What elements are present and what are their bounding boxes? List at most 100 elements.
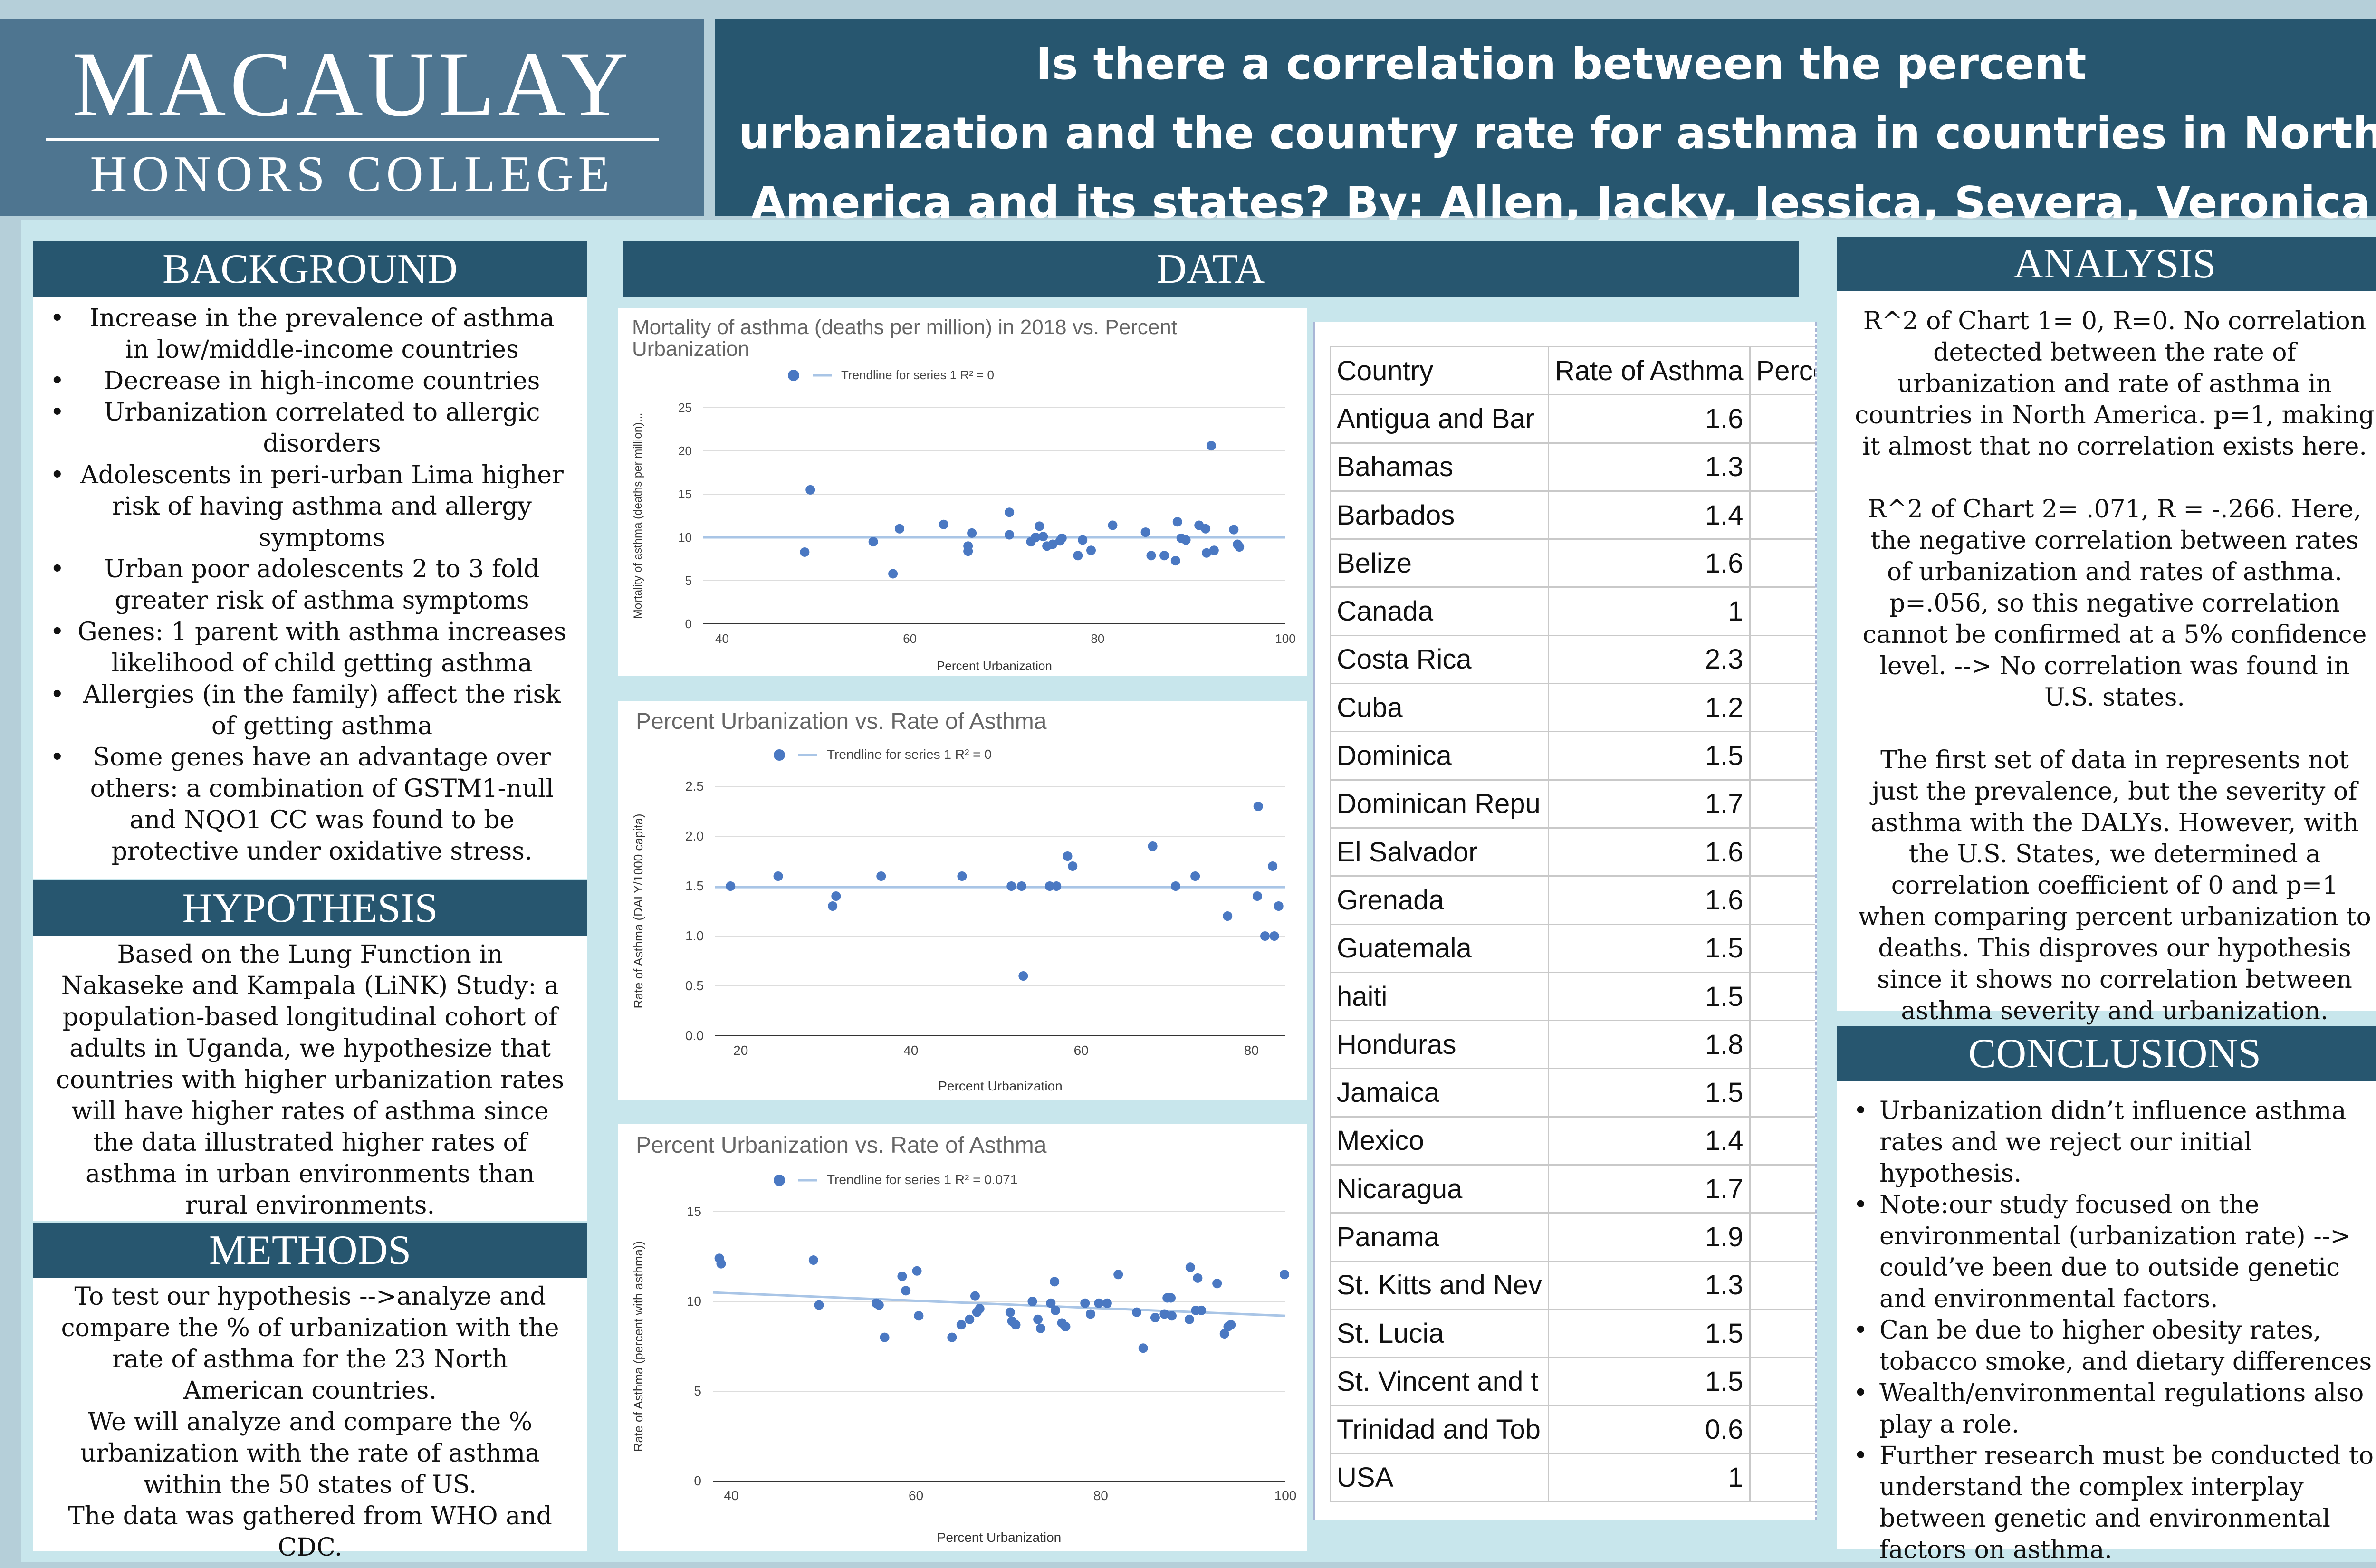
x-axis-title: Percent Urbanization — [938, 1079, 1062, 1093]
data-point — [1235, 542, 1245, 552]
data-point — [1113, 1270, 1123, 1280]
cell-country: Dominican Repu — [1330, 779, 1549, 829]
cell-country: Belize — [1330, 538, 1549, 588]
cell-asthma-rate: 1.5 — [1547, 1308, 1751, 1358]
data-point — [1086, 545, 1096, 555]
cell-country: Panama — [1330, 1212, 1549, 1262]
table-row: Canada181.6 — [1330, 586, 1815, 636]
data-point — [912, 1266, 922, 1276]
x-tick-label: 80 — [1093, 1488, 1108, 1503]
data-point — [967, 528, 977, 538]
cell-asthma-rate: 1.8 — [1547, 1020, 1751, 1070]
cell-urbanization: 51.8 — [1749, 923, 1815, 973]
cell-country: Antigua and Bar — [1330, 394, 1549, 444]
data-point — [1005, 1307, 1015, 1317]
cell-asthma-rate: 1.3 — [1547, 1260, 1751, 1310]
data-point — [1229, 525, 1239, 535]
cell-asthma-rate: 1 — [1547, 586, 1751, 636]
background-item: Genes: 1 parent with asthma increases li… — [50, 616, 568, 679]
data-point — [808, 1255, 818, 1265]
cell-country: Bahamas — [1330, 442, 1549, 492]
logo-line2: HONORS COLLEGE — [90, 146, 614, 202]
cell-asthma-rate: 1.9 — [1547, 1212, 1751, 1262]
methods-header: METHODS — [33, 1223, 587, 1278]
cell-country: Barbados — [1330, 490, 1549, 540]
data-point — [1185, 1262, 1195, 1272]
cell-asthma-rate: 1.7 — [1547, 779, 1751, 829]
data-point — [1280, 1270, 1290, 1280]
trendline — [712, 1291, 1286, 1317]
hypothesis-panel: Based on the Lung Function in Nakaseke a… — [33, 936, 587, 1221]
cell-country: St. Kitts and Nev — [1330, 1260, 1549, 1310]
data-point — [1269, 931, 1279, 941]
data-point — [880, 1332, 890, 1342]
cell-country: haiti — [1330, 971, 1549, 1022]
y-tick-label: 0 — [685, 617, 692, 631]
cell-asthma-rate: 0.6 — [1547, 1405, 1751, 1454]
cell-urbanization: 73.4 — [1749, 827, 1815, 877]
cell-asthma-rate: 1.6 — [1547, 875, 1751, 925]
cell-asthma-rate: 1.3 — [1547, 442, 1751, 492]
data-header: DATA — [623, 241, 1799, 297]
cell-urbanization: 81.6 — [1749, 586, 1815, 636]
data-point — [1167, 1311, 1177, 1321]
data-point — [1035, 521, 1044, 531]
data-point — [1005, 530, 1015, 540]
data-point — [1033, 1314, 1043, 1324]
data-point — [1166, 1293, 1176, 1303]
table-row: USA182.7 — [1330, 1453, 1815, 1503]
data-point — [888, 569, 898, 579]
poster-title: Is there a correlation between the perce… — [715, 19, 2376, 228]
title-line1: Is there a correlation between the perce… — [1035, 38, 2087, 89]
data-point — [1050, 1277, 1060, 1287]
cell-urbanization: 24.4 — [1749, 394, 1815, 444]
methods-line-3: The data was gathered from WHO and CDC. — [68, 1502, 552, 1562]
y-axis-title: Rate of Asthma (DALY/1000 capita) — [631, 814, 645, 1009]
data-point — [1181, 535, 1191, 545]
data-point — [1006, 881, 1016, 891]
background-item: Increase in the prevalence of asthma in … — [50, 303, 568, 365]
y-tick-label: 0.0 — [685, 1028, 704, 1043]
cell-urbanization: 77.2 — [1749, 683, 1815, 733]
x-tick-label: 80 — [1091, 631, 1104, 646]
cell-urbanization: 82.5 — [1749, 779, 1815, 829]
legend-marker — [774, 1175, 785, 1186]
conclusion-item: Note:our study focused on the environmen… — [1853, 1189, 2376, 1315]
cell-asthma-rate: 1.4 — [1547, 1116, 1751, 1166]
data-point — [1197, 1305, 1207, 1315]
y-tick-label: 1.0 — [685, 928, 704, 943]
data-point — [1202, 548, 1212, 558]
cell-urbanization: 30.8 — [1749, 1260, 1815, 1310]
data-point — [1140, 527, 1150, 537]
data-point — [1011, 1320, 1021, 1330]
cell-country: Mexico — [1330, 1116, 1549, 1166]
y-tick-label: 10 — [678, 530, 692, 545]
y-tick-label: 2.0 — [685, 829, 704, 843]
y-tick-label: 15 — [678, 487, 692, 501]
cell-asthma-rate: 1.6 — [1547, 394, 1751, 444]
data-point — [1132, 1307, 1142, 1317]
data-point — [1206, 441, 1216, 451]
data-point — [868, 537, 878, 547]
x-axis-title: Percent Urbanization — [937, 1530, 1061, 1545]
cell-asthma-rate: 1.6 — [1547, 827, 1751, 877]
x-tick-label: 40 — [715, 631, 729, 646]
cell-urbanization: 80.7 — [1749, 1116, 1815, 1166]
cell-urbanization: 36.5 — [1749, 875, 1815, 925]
background-item: Urbanization correlated to allergic diso… — [50, 397, 568, 459]
data-point — [1051, 1305, 1061, 1315]
data-point — [1148, 841, 1158, 851]
x-tick-label: 80 — [1244, 1043, 1259, 1058]
conclusions-list: Urbanization didn’t influence asthma rat… — [1853, 1095, 2376, 1566]
data-point — [1209, 545, 1219, 555]
data-point — [894, 524, 904, 534]
